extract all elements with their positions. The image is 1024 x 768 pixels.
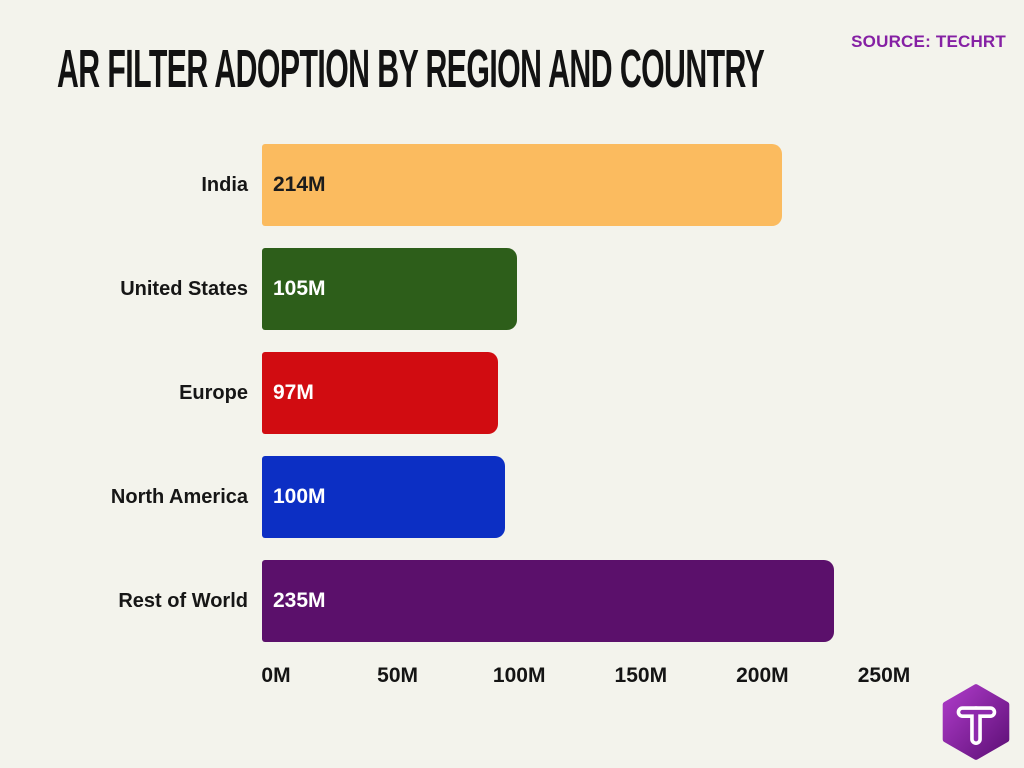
chart-title: AR FILTER ADOPTION BY REGION AND COUNTRY (57, 39, 765, 99)
x-axis-tick-label: 200M (736, 664, 789, 687)
value-label: 105M (273, 277, 326, 300)
bar-row: United States 105M (0, 248, 1024, 330)
category-label: Europe (179, 381, 248, 404)
x-axis-tick-label: 100M (492, 664, 546, 687)
category-label: India (201, 173, 248, 196)
bar-row: North America 100M (0, 456, 1024, 538)
bar: 235M (262, 560, 834, 642)
bar: 97M (262, 352, 498, 434)
category-label: Rest of World (118, 589, 248, 612)
bar-row: India 214M (0, 144, 1024, 226)
value-label: 235M (273, 589, 326, 612)
category-label: United States (120, 277, 248, 300)
value-label: 214M (273, 173, 326, 196)
bar: 105M (262, 248, 518, 330)
value-label: 100M (273, 485, 326, 508)
letter-t-icon (956, 706, 997, 745)
x-axis-tick-label: 250M (857, 664, 911, 687)
bar-row: Rest of World 235M (0, 560, 1024, 642)
bar: 100M (262, 456, 506, 538)
x-axis-tick-label: 150M (614, 664, 668, 687)
bar-rows: India 214M United States 105M Europe 97M… (0, 144, 1024, 642)
x-axis-tick-label: 0M (261, 664, 291, 687)
source-attribution: SOURCE: TECHRT (851, 32, 1006, 51)
bar: 214M (262, 144, 783, 226)
bar-chart: India 214M United States 105M Europe 97M… (0, 144, 1024, 694)
category-label: North America (110, 485, 248, 508)
x-axis-tick-label: 50M (377, 664, 419, 687)
techrt-logo (942, 684, 1010, 760)
value-label: 97M (273, 381, 314, 404)
bar-row: Europe 97M (0, 352, 1024, 434)
x-axis: 0M 50M 100M 150M 200M 250M (261, 664, 1024, 694)
